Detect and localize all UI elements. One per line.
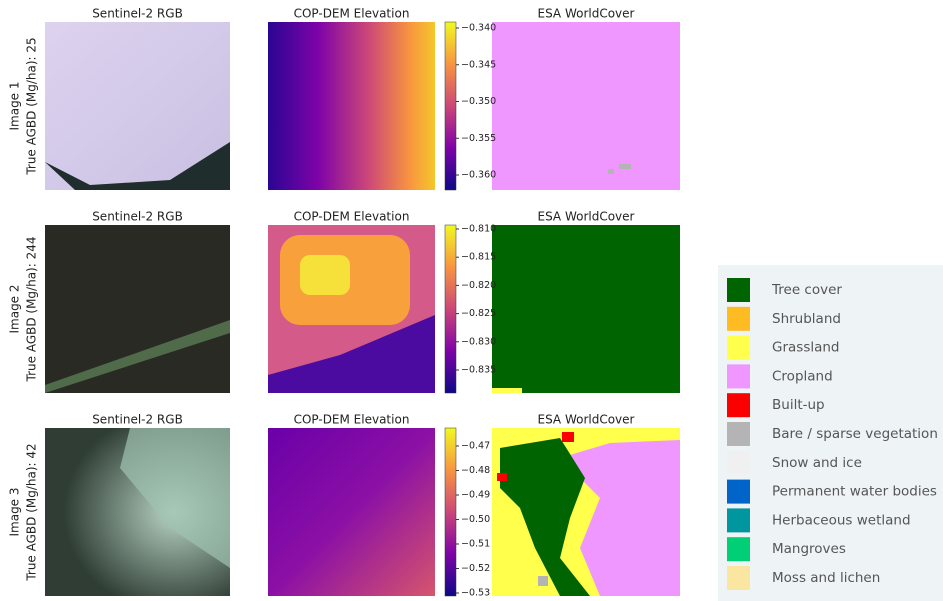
legend-swatch — [727, 537, 750, 561]
legend-swatch — [727, 566, 750, 590]
colorbar-tick-label: −0.355 — [461, 133, 496, 144]
legend-label: Built-up — [772, 397, 825, 413]
dem-peak — [300, 255, 350, 295]
row-label: Image 2 — [8, 284, 22, 333]
panel-title: Sentinel-2 RGB — [92, 413, 183, 427]
legend-swatch — [727, 393, 750, 417]
panel-title: Sentinel-2 RGB — [92, 7, 183, 21]
colorbar-tick-label: −0.835 — [461, 365, 496, 376]
landcover-bare — [608, 169, 614, 174]
legend-swatch — [727, 307, 750, 331]
legend-label: Tree cover — [771, 282, 842, 298]
panel-title: COP-DEM Elevation — [294, 210, 410, 224]
colorbar-tick-label: −0.49 — [461, 490, 490, 501]
colorbar-tick-label: −0.51 — [461, 539, 490, 550]
panel-images — [45, 225, 680, 393]
colorbar — [445, 428, 456, 596]
colorbar-tick-label: −0.820 — [461, 280, 496, 291]
colorbar-tick-label: −0.360 — [461, 170, 496, 181]
colorbar-tick-label: −0.810 — [461, 224, 496, 235]
colorbar-tick-label: −0.815 — [461, 252, 496, 263]
panel-title: Sentinel-2 RGB — [92, 210, 183, 224]
landcover-image — [492, 22, 680, 190]
panel-images — [45, 22, 680, 190]
row-label: Image 1 — [8, 81, 22, 130]
panel-title: ESA WorldCover — [538, 413, 635, 427]
legend-swatch — [727, 508, 750, 532]
legend-label: Bare / sparse vegetation — [772, 426, 938, 442]
colorbar — [445, 225, 456, 393]
legend-label: Shrubland — [772, 311, 841, 327]
legend-label: Permanent water bodies — [772, 484, 937, 500]
landcover-bare — [538, 576, 548, 586]
colorbar-tick-label: −0.47 — [461, 441, 490, 452]
colorbar-tick-label: −0.50 — [461, 514, 490, 525]
landcover-built — [497, 473, 507, 481]
agbd-label: True AGBD (Mg/ha): 42 — [25, 443, 39, 581]
landcover-built — [562, 432, 574, 442]
colorbar-tick-label: −0.340 — [461, 23, 496, 34]
legend-swatch — [727, 451, 750, 475]
legend-label: Herbaceous wetland — [772, 512, 911, 528]
legend-label: Grassland — [772, 340, 840, 356]
legend-label: Snow and ice — [772, 455, 862, 471]
colorbar-tick-label: −0.345 — [461, 59, 496, 70]
panel-images — [45, 428, 680, 596]
legend-label: Moss and lichen — [772, 570, 880, 586]
dem-image — [268, 22, 435, 190]
colorbar-tick-label: −0.830 — [461, 336, 496, 347]
landcover-image — [492, 225, 680, 393]
legend-label: Mangroves — [772, 541, 846, 557]
legend-swatch — [727, 422, 750, 446]
landcover-grass — [492, 388, 522, 393]
agbd-label: True AGBD (Mg/ha): 244 — [25, 237, 39, 383]
rgb-image — [45, 225, 230, 393]
figure: Image 1True AGBD (Mg/ha): 25 Sentinel-2 R… — [0, 0, 943, 601]
row-label: Image 3 — [8, 487, 22, 536]
colorbar-tick-label: −0.825 — [461, 308, 496, 319]
colorbar-tick-label: −0.52 — [461, 563, 490, 574]
panel-title: COP-DEM Elevation — [294, 7, 410, 21]
panel-title: ESA WorldCover — [538, 7, 635, 21]
colorbar-tick-label: −0.53 — [461, 588, 490, 599]
panel-title: COP-DEM Elevation — [294, 413, 410, 427]
colorbar-tick-label: −0.350 — [461, 96, 496, 107]
legend-label: Cropland — [772, 368, 833, 384]
panel-title: ESA WorldCover — [538, 210, 635, 224]
legend-swatch — [727, 480, 750, 504]
colorbar — [445, 22, 456, 190]
legend-swatch — [727, 278, 750, 302]
legend-swatch — [727, 364, 750, 388]
landcover-bare — [619, 164, 631, 169]
colorbar-tick-label: −0.48 — [461, 465, 490, 476]
agbd-label: True AGBD (Mg/ha): 25 — [25, 37, 39, 175]
dem-image — [268, 428, 435, 596]
legend-swatch — [727, 336, 750, 360]
